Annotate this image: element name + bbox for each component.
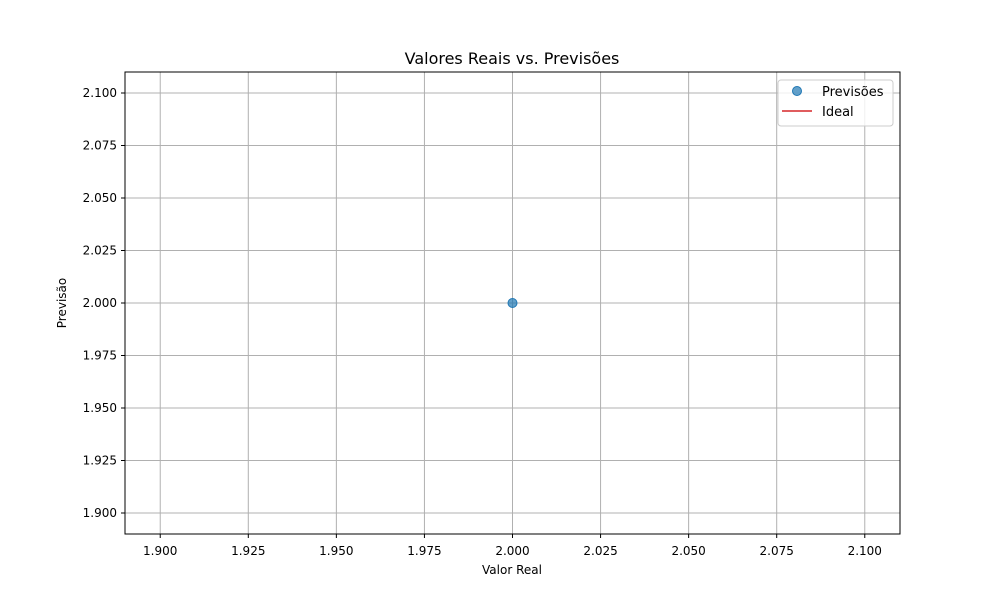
y-tick-label: 1.975 (83, 349, 117, 363)
x-tick-label: 1.925 (231, 544, 265, 558)
y-tick-label: 2.025 (83, 244, 117, 258)
x-axis-label: Valor Real (482, 563, 542, 577)
legend-marker-previsoes (792, 86, 802, 96)
y-tick-label: 2.050 (83, 191, 117, 205)
y-tick-label: 1.925 (83, 454, 117, 468)
y-tick-label: 1.900 (83, 506, 117, 520)
y-tick-label: 2.075 (83, 139, 117, 153)
chart-title: Valores Reais vs. Previsões (405, 49, 620, 68)
series-layer (507, 298, 518, 308)
prediction-point (507, 298, 518, 308)
y-axis-label: Previsão (55, 278, 69, 328)
x-tick-label: 2.100 (848, 544, 882, 558)
x-tick-label: 2.000 (495, 544, 529, 558)
legend-label-ideal: Ideal (822, 105, 854, 120)
x-tick-label: 2.025 (583, 544, 617, 558)
x-tick-label: 1.975 (407, 544, 441, 558)
x-tick-label: 2.050 (671, 544, 705, 558)
legend: Previsões Ideal (777, 79, 894, 127)
y-tick-label: 2.100 (83, 86, 117, 100)
legend-box (777, 79, 894, 127)
x-tick-label: 1.900 (143, 544, 177, 558)
legend-label-previsoes: Previsões (822, 85, 884, 100)
y-tick-label: 2.000 (83, 296, 117, 310)
x-tick-label: 1.950 (319, 544, 353, 558)
y-tick-label: 1.950 (83, 401, 117, 415)
x-tick-label: 2.075 (760, 544, 794, 558)
ticks-layer: 1.900 1.925 1.950 1.975 2.000 2.025 2.050 2.075… (83, 86, 882, 558)
